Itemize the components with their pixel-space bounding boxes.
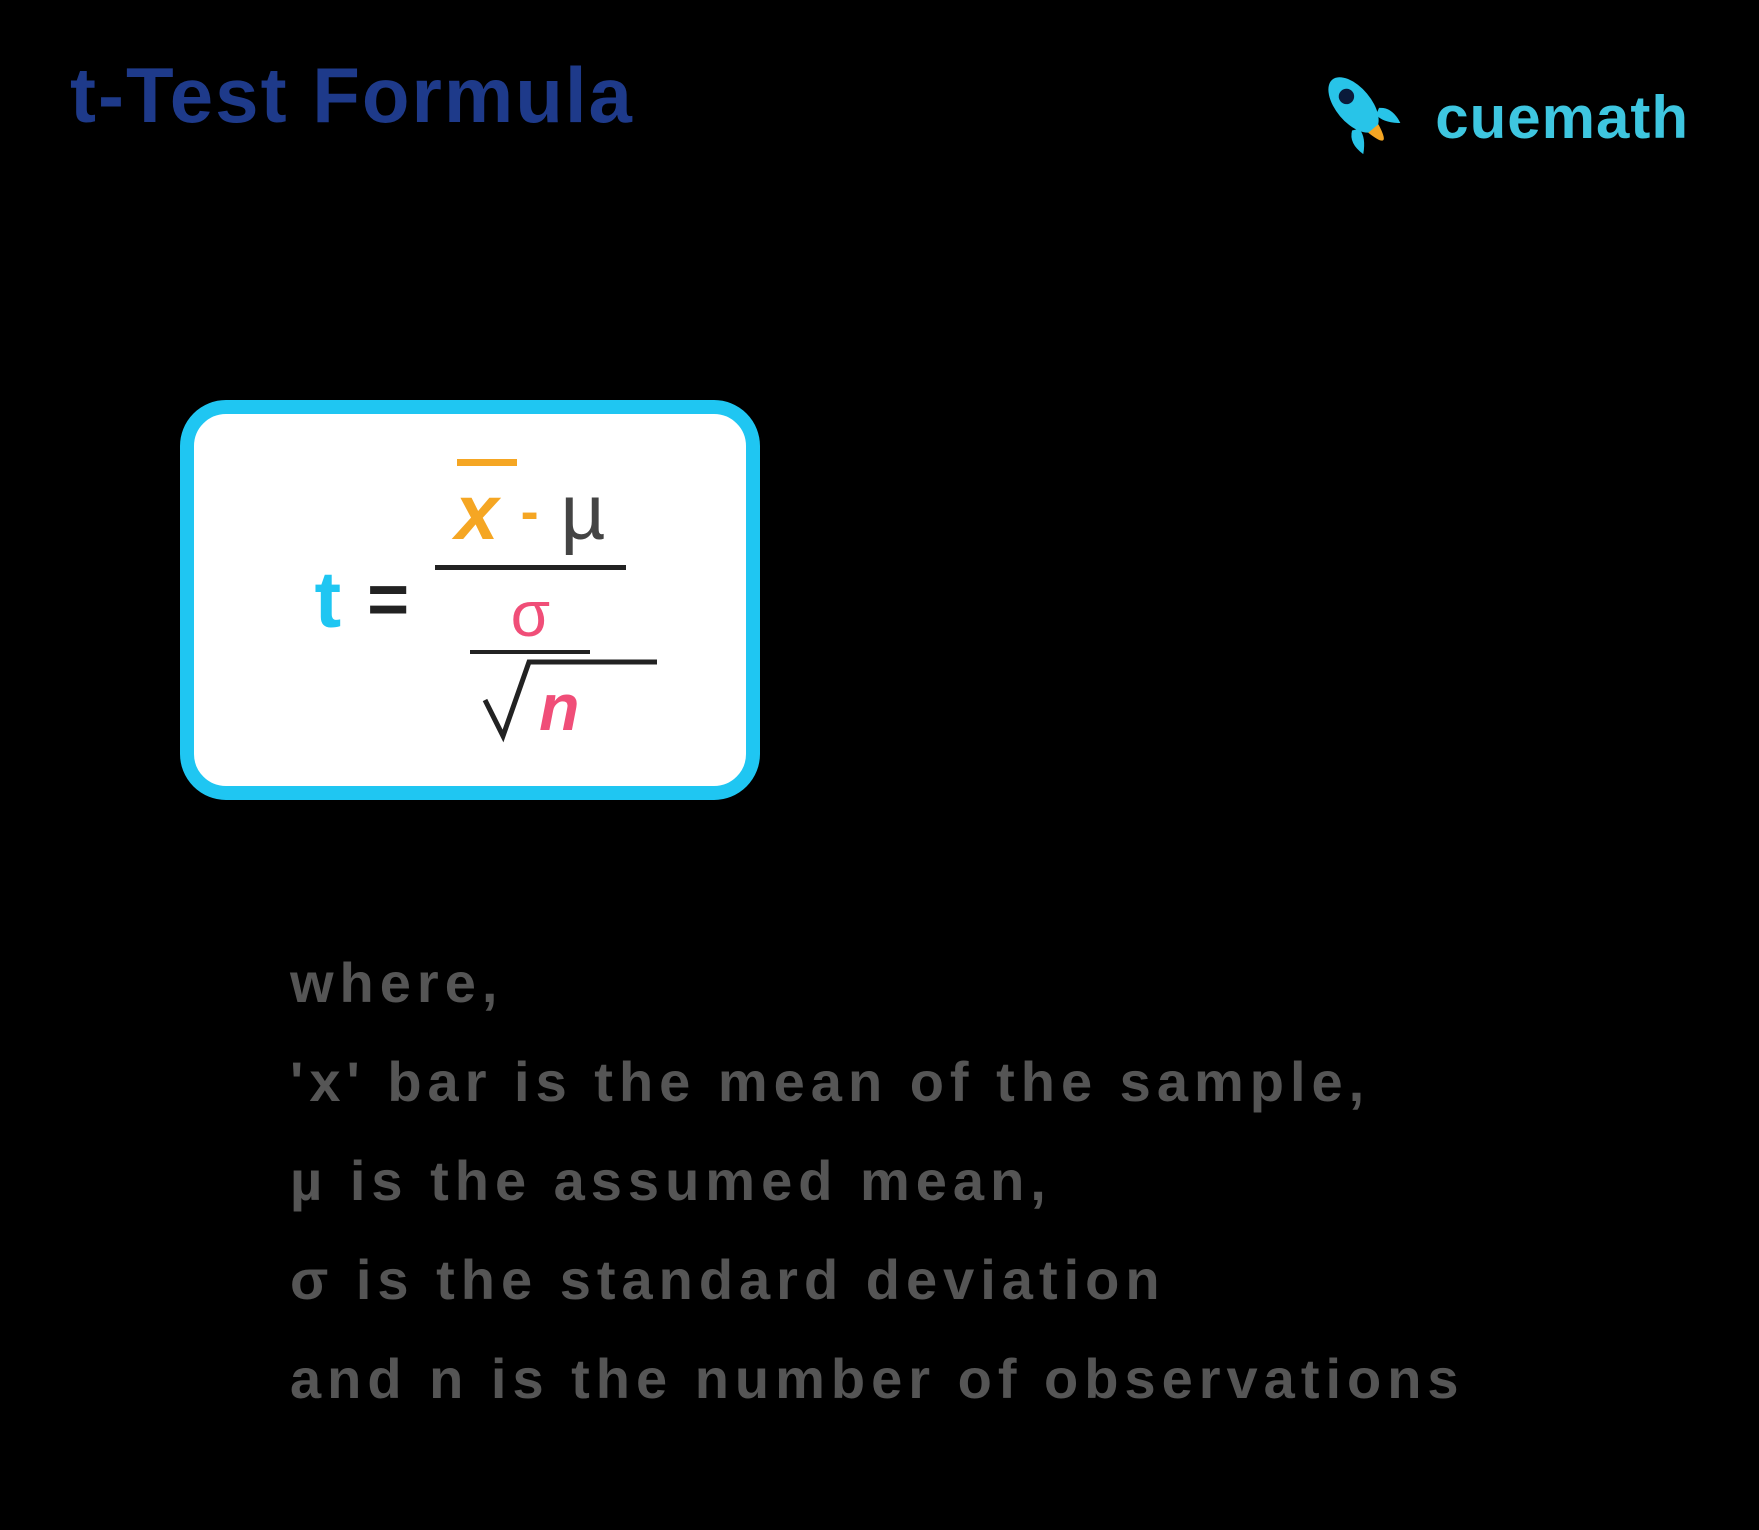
mu-symbol: µ — [561, 473, 606, 551]
desc-sigma: σ is the standard deviation — [290, 1247, 1465, 1312]
rocket-icon — [1307, 60, 1417, 175]
header: t-Test Formula cuemath — [0, 0, 1759, 175]
formula: t = x - µ σ n — [314, 453, 625, 748]
desc-mu: µ is the assumed mean, — [290, 1148, 1465, 1213]
minus-sign: - — [521, 485, 539, 551]
logo-text: cuemath — [1435, 83, 1689, 152]
fraction: x - µ σ n — [435, 453, 625, 748]
page-title: t-Test Formula — [70, 50, 634, 141]
inner-fraction-bar — [470, 650, 590, 654]
desc-xbar: 'x' bar is the mean of the sample, — [290, 1049, 1465, 1114]
desc-n: and n is the number of observations — [290, 1346, 1465, 1411]
n-symbol: n — [539, 674, 579, 740]
descriptions: where, 'x' bar is the mean of the sample… — [290, 950, 1465, 1411]
x-bar: x — [455, 459, 498, 551]
numerator: x - µ — [435, 453, 625, 565]
equals-sign: = — [367, 559, 409, 641]
sigma-symbol: σ — [511, 582, 551, 650]
x-symbol: x — [455, 468, 498, 556]
sqrt-n: n — [481, 656, 579, 744]
bar-overline — [457, 459, 517, 466]
denominator: σ n — [460, 570, 600, 748]
t-variable: t — [314, 554, 341, 646]
brand-logo: cuemath — [1307, 60, 1689, 175]
desc-where: where, — [290, 950, 1465, 1015]
formula-card: t = x - µ σ n — [180, 400, 760, 800]
